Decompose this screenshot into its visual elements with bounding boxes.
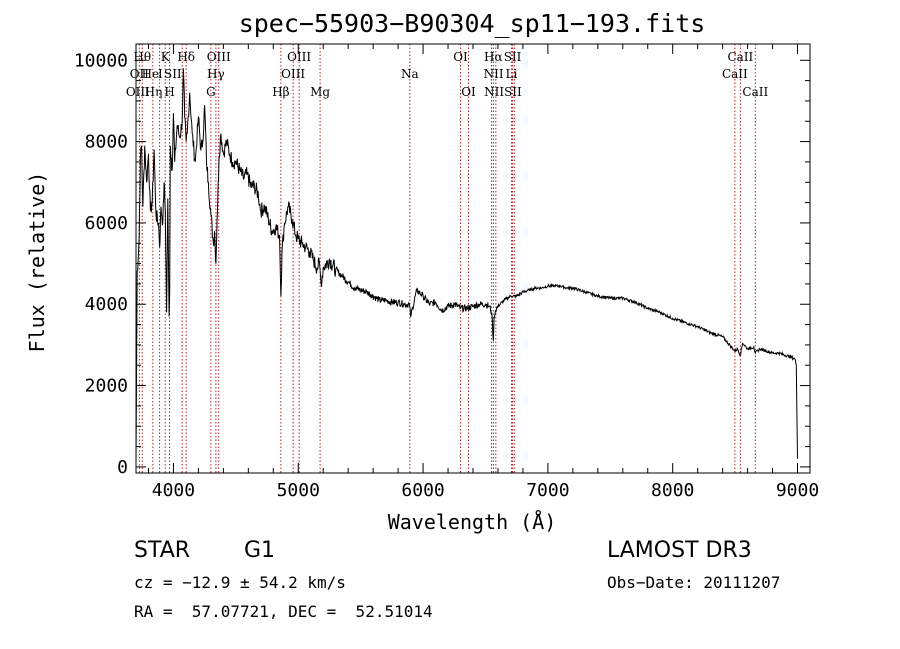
line-label: He <box>142 67 160 81</box>
line-label: NII <box>484 67 504 81</box>
x-tick-label: 9000 <box>776 480 819 501</box>
line-label: OIII <box>207 50 231 64</box>
line-label: Li <box>506 67 518 81</box>
line-label: OIII <box>126 85 150 99</box>
x-tick-label: 8000 <box>651 480 694 501</box>
observation-date: Obs−Date: 20111207 <box>607 573 781 592</box>
line-label: Hη <box>145 85 163 99</box>
x-axis-label: Wavelength (Å) <box>388 510 557 534</box>
spectrum-series <box>135 68 798 461</box>
coordinates: RA = 57.07721, DEC = 52.51014 <box>134 602 433 621</box>
line-label: OI <box>453 50 468 64</box>
x-tick-label: 5000 <box>277 480 320 501</box>
line-label: SII <box>164 67 182 81</box>
line-label: NIISII <box>484 85 522 99</box>
y-tick-label: 4000 <box>85 294 128 315</box>
axis-ticks: 4000 5000 6000 7000 8000 9000 0 2000 4000 6000 800… <box>74 44 819 501</box>
line-label: OII <box>130 67 150 81</box>
x-tick-label: 4000 <box>152 480 195 501</box>
line-label: Hθ <box>133 50 151 64</box>
line-label: Hγ <box>207 67 225 81</box>
line-label: I <box>158 67 163 81</box>
y-tick-label: 8000 <box>85 132 128 153</box>
line-label: Hδ <box>177 50 195 64</box>
y-tick-label: 10000 <box>74 50 128 71</box>
line-label: H <box>164 85 174 99</box>
plot-frame <box>135 43 811 474</box>
line-label: CaII <box>742 85 768 99</box>
object-subclass: G1 <box>244 538 276 563</box>
line-label: CaII <box>727 50 753 64</box>
y-tick-label: 0 <box>117 457 128 478</box>
y-axis-label: Flux (relative) <box>25 172 49 353</box>
emission-line-markers <box>138 44 756 473</box>
line-label: OI <box>461 85 476 99</box>
chart-title: spec−55903−B90304_sp11−193.fits <box>239 9 706 38</box>
object-class: STAR <box>134 538 191 563</box>
y-tick-label: 6000 <box>85 213 128 234</box>
spectrum-line <box>135 68 798 461</box>
line-label: OIII <box>281 67 305 81</box>
line-label: G <box>206 85 216 99</box>
y-tick-label: 2000 <box>85 376 128 397</box>
line-label: Na <box>401 67 419 81</box>
line-label: SII <box>504 50 522 64</box>
line-label: Mg <box>310 85 330 99</box>
line-label: CaII <box>722 67 748 81</box>
redshift-cz: cz = −12.9 ± 54.2 km/s <box>134 573 346 592</box>
survey-name: LAMOST DR3 <box>607 538 752 563</box>
line-label: Hβ <box>272 85 289 99</box>
line-label: K <box>161 50 171 64</box>
line-label: OIII <box>287 50 311 64</box>
x-tick-label: 6000 <box>401 480 444 501</box>
line-label: Hα <box>484 50 503 64</box>
spectrum-chart: spec−55903−B90304_sp11−193.fits 4000 5000… <box>25 9 819 534</box>
x-tick-label: 7000 <box>526 480 569 501</box>
